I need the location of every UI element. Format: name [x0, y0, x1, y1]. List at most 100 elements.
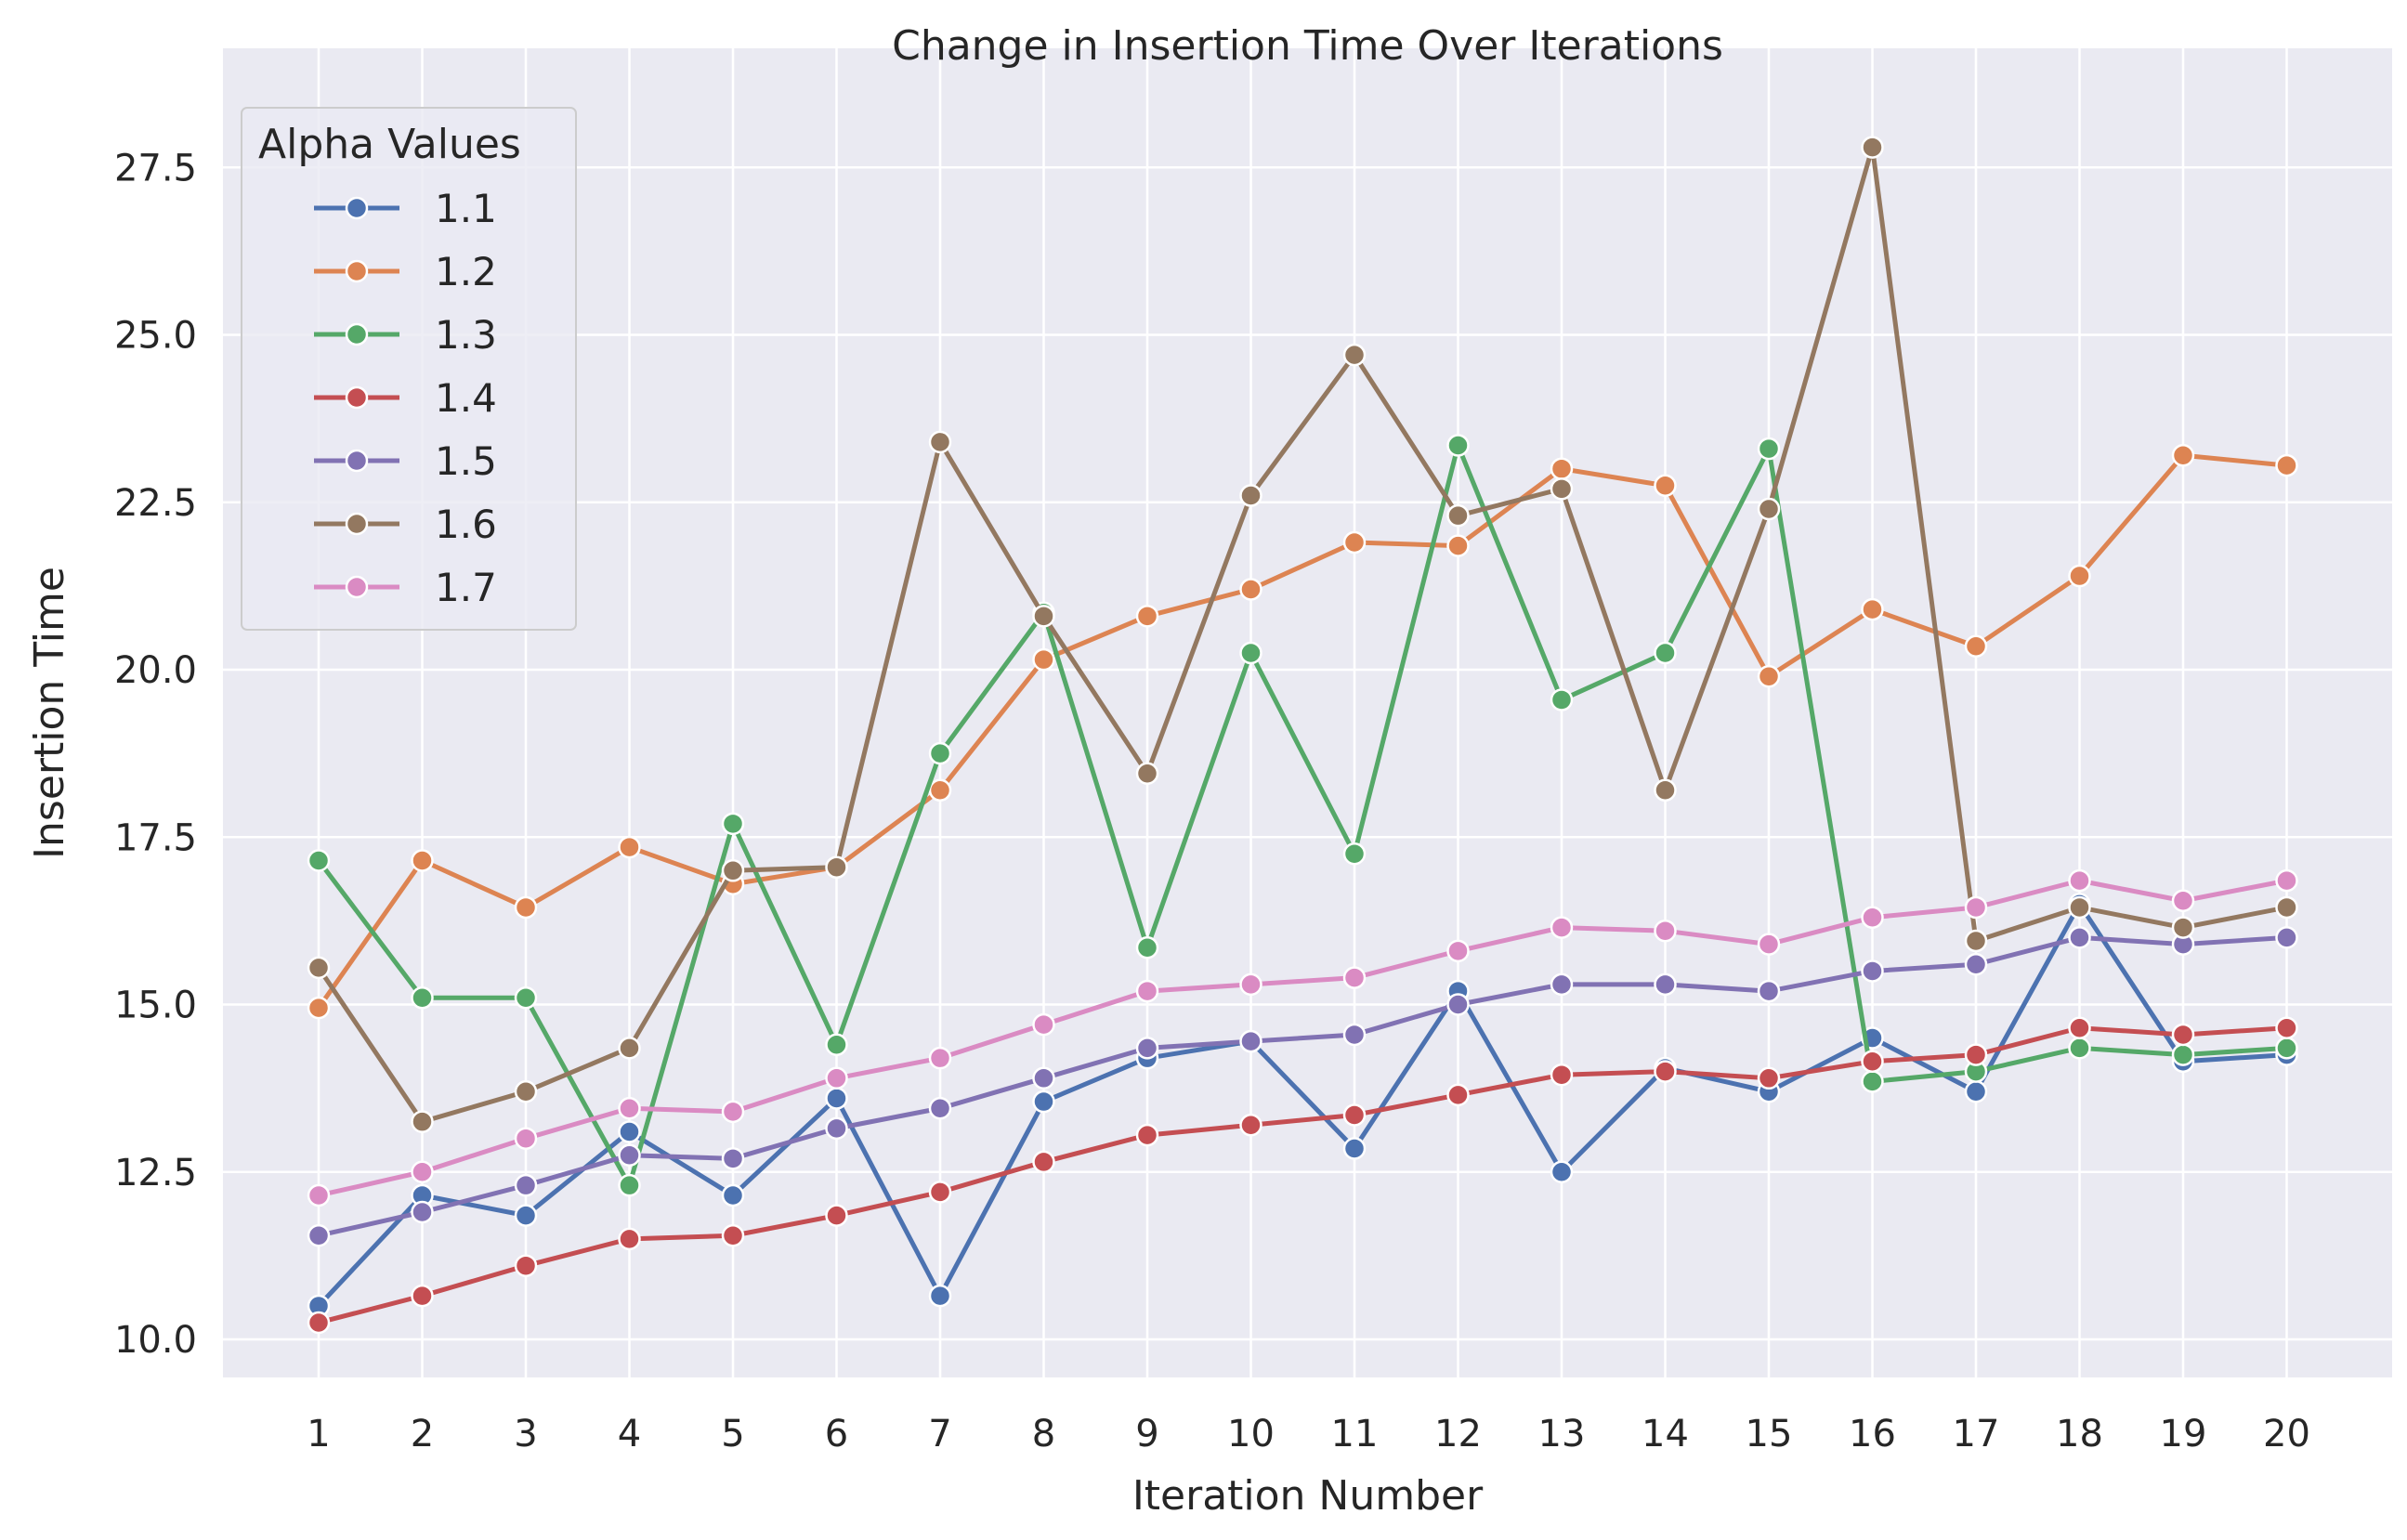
data-point	[1964, 634, 1988, 659]
x-tick-label: 5	[721, 1413, 744, 1455]
data-point	[1342, 343, 1367, 367]
data-point	[2171, 1023, 2195, 1047]
data-point	[721, 859, 745, 882]
data-point	[2171, 1043, 2195, 1066]
x-tick-label: 1	[307, 1413, 330, 1455]
y-axis-title: Insertion Time	[26, 567, 73, 859]
data-point	[514, 1173, 538, 1197]
series-lines	[307, 136, 2298, 1335]
y-tick-label: 12.5	[114, 1152, 197, 1194]
y-tick-label: 17.5	[114, 816, 197, 859]
data-point	[1239, 1029, 1262, 1053]
data-point	[514, 1204, 538, 1227]
x-tick-label: 2	[411, 1413, 434, 1455]
data-point	[514, 986, 538, 1010]
legend-entry: 1.4	[314, 375, 497, 421]
series-line	[318, 1025, 2287, 1325]
data-point	[1032, 1066, 1055, 1090]
x-tick-label: 3	[514, 1413, 537, 1455]
data-point	[1446, 1083, 1470, 1107]
legend-marker	[345, 322, 369, 346]
data-point	[928, 778, 952, 803]
data-point	[1239, 1114, 1262, 1137]
data-point	[1654, 919, 1677, 943]
data-point	[928, 741, 952, 765]
data-point	[825, 1033, 848, 1057]
legend-label: 1.6	[435, 502, 497, 547]
legend-label: 1.4	[435, 375, 497, 421]
legend-label: 1.1	[435, 186, 497, 231]
x-tick-label: 13	[1538, 1413, 1586, 1455]
data-point	[514, 1079, 538, 1103]
data-point	[1550, 477, 1574, 501]
data-point	[411, 849, 434, 872]
x-axis-ticks: 1 2 3 4 5 6 7 8 9 10 11 12 13 14 15 16 17 18 19 20	[307, 1413, 2310, 1455]
data-point	[928, 1284, 952, 1308]
x-axis-title: Iteration Number	[1132, 1472, 1484, 1520]
data-point	[1135, 605, 1159, 628]
data-point	[1964, 929, 1988, 953]
data-point	[1446, 434, 1470, 457]
data-point	[928, 1046, 952, 1070]
x-tick-label: 4	[618, 1413, 641, 1455]
data-point	[1446, 939, 1470, 963]
data-point	[1239, 972, 1262, 997]
data-point	[825, 1204, 848, 1227]
data-point	[721, 1183, 745, 1207]
data-point	[1861, 597, 1884, 621]
legend-box	[241, 107, 577, 631]
data-point	[2275, 453, 2298, 477]
data-point	[1757, 497, 1781, 521]
x-tick-label: 11	[1331, 1413, 1379, 1455]
data-point	[928, 430, 952, 454]
data-point	[1654, 474, 1677, 497]
y-tick-label: 22.5	[114, 482, 197, 525]
data-point	[2275, 1016, 2298, 1039]
x-tick-label: 14	[1642, 1413, 1689, 1455]
data-point	[618, 1120, 641, 1143]
data-point	[2275, 895, 2298, 920]
x-tick-label: 12	[1434, 1413, 1482, 1455]
data-point	[928, 1097, 952, 1120]
data-point	[307, 849, 331, 872]
series-line	[316, 145, 2287, 1125]
series-1.4	[307, 1016, 2298, 1335]
data-point	[2275, 926, 2298, 949]
data-point	[411, 1160, 434, 1183]
data-point	[2275, 868, 2298, 893]
series-1.5	[307, 926, 2298, 1247]
data-point	[1239, 578, 1262, 601]
series-line	[318, 878, 2287, 1198]
data-point	[2068, 1037, 2091, 1060]
data-point	[307, 1311, 331, 1335]
data-point	[2171, 444, 2195, 467]
legend-entry: 1.1	[314, 186, 497, 231]
series-1.2	[307, 444, 2298, 1020]
x-tick-label: 16	[1849, 1413, 1896, 1455]
data-point	[1342, 1137, 1367, 1160]
data-point	[1342, 966, 1367, 989]
series-1.6	[307, 136, 2298, 1133]
legend-entry: 1.5	[314, 438, 497, 484]
data-point	[307, 996, 331, 1020]
data-point	[721, 812, 745, 836]
data-point	[1550, 1160, 1574, 1183]
data-point	[1654, 778, 1677, 803]
data-point	[1239, 641, 1262, 665]
legend-marker	[345, 259, 369, 283]
legend-marker	[345, 196, 369, 220]
data-point	[1757, 979, 1781, 1003]
data-point	[1135, 935, 1159, 959]
legend-marker	[345, 575, 369, 599]
legend-label: 1.3	[435, 312, 497, 358]
y-tick-label: 20.0	[114, 649, 197, 692]
data-point	[721, 1147, 745, 1170]
data-point	[2068, 564, 2091, 588]
series-1.7	[307, 868, 2298, 1207]
legend-marker	[345, 385, 369, 410]
data-point	[1342, 530, 1367, 555]
y-tick-label: 27.5	[114, 147, 197, 189]
data-point	[2068, 895, 2091, 920]
y-tick-label: 15.0	[114, 985, 197, 1027]
data-point	[1550, 457, 1574, 480]
